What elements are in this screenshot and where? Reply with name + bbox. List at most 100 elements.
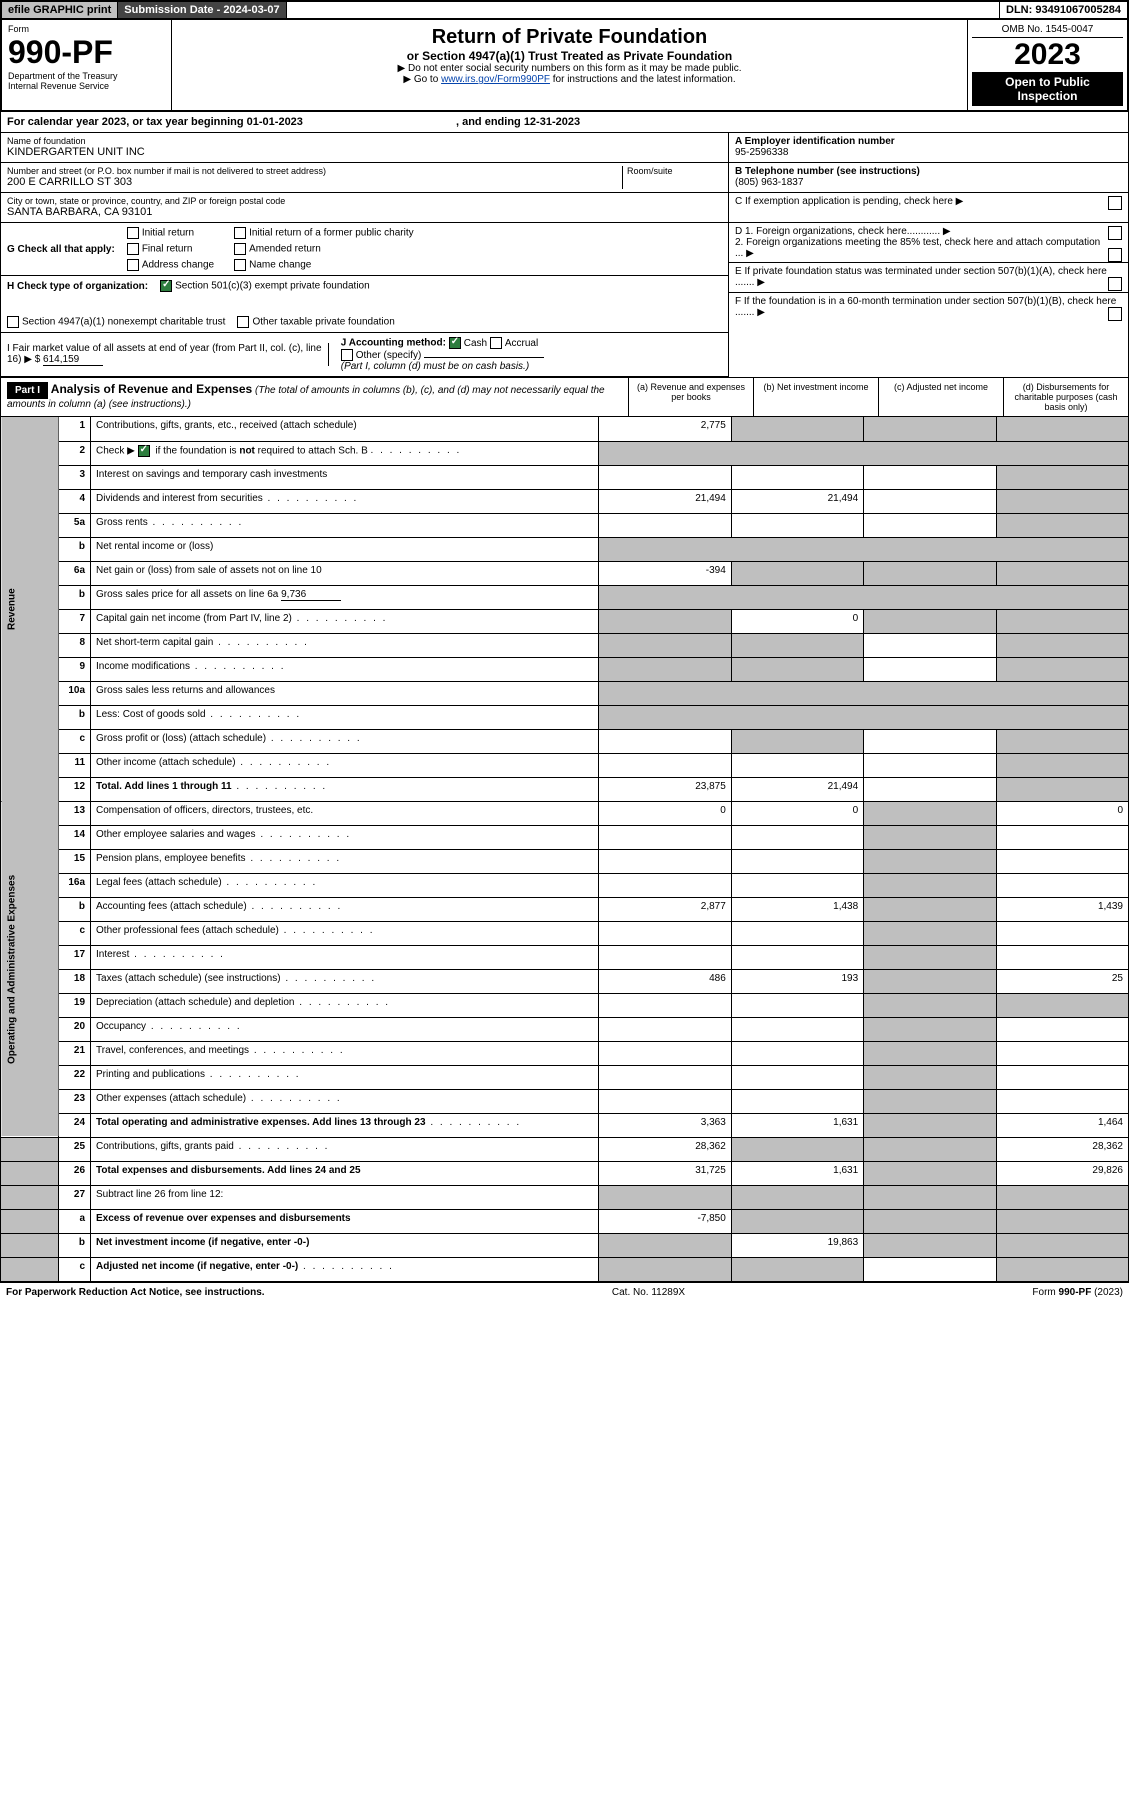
cat-no: Cat. No. 11289X — [612, 1287, 685, 1298]
row-2: 2Check ▶ if the foundation is not requir… — [1, 441, 1129, 465]
col-a-header: (a) Revenue and expenses per books — [628, 378, 753, 416]
phone-row: B Telephone number (see instructions) (8… — [729, 163, 1128, 193]
l4-a: 21,494 — [599, 489, 731, 513]
l26-d: 29,826 — [996, 1161, 1128, 1185]
efile-label[interactable]: efile GRAPHIC print — [2, 2, 118, 18]
entity-right: A Employer identification number 95-2596… — [728, 133, 1128, 377]
tax-year: 2023 — [972, 38, 1123, 72]
part1-header-row: Part I Analysis of Revenue and Expenses … — [0, 378, 1129, 417]
j-accrual[interactable]: Accrual — [490, 338, 538, 349]
l13-d: 0 — [996, 801, 1128, 825]
l27a-desc: Excess of revenue over expenses and disb… — [96, 1213, 351, 1224]
l18-a: 486 — [599, 969, 731, 993]
row-6a: 6aNet gain or (loss) from sale of assets… — [1, 561, 1129, 585]
d1-checkbox[interactable] — [1108, 226, 1122, 240]
part1-table: Revenue 1Contributions, gifts, grants, e… — [0, 417, 1129, 1282]
h-4947[interactable]: Section 4947(a)(1) nonexempt charitable … — [7, 316, 225, 328]
instr2-pre: ▶ Go to — [403, 74, 441, 85]
l20-desc: Occupancy — [91, 1017, 599, 1041]
row-10c: cGross profit or (loss) (attach schedule… — [1, 729, 1129, 753]
footer: For Paperwork Reduction Act Notice, see … — [0, 1282, 1129, 1302]
l1-desc: Contributions, gifts, grants, etc., rece… — [91, 417, 599, 441]
l4-desc: Dividends and interest from securities — [91, 489, 599, 513]
l3-desc: Interest on savings and temporary cash i… — [91, 465, 599, 489]
col-c-header: (c) Adjusted net income — [878, 378, 1003, 416]
row-16a: 16aLegal fees (attach schedule) — [1, 873, 1129, 897]
e-label: E If private foundation status was termi… — [735, 266, 1107, 288]
city-label: City or town, state or province, country… — [7, 196, 722, 206]
h-501c3[interactable]: Section 501(c)(3) exempt private foundat… — [160, 280, 370, 292]
row-18: 18Taxes (attach schedule) (see instructi… — [1, 969, 1129, 993]
l26-b: 1,631 — [731, 1161, 863, 1185]
g-address[interactable]: Address change — [127, 259, 214, 271]
e-row: E If private foundation status was termi… — [729, 263, 1128, 293]
dln: DLN: 93491067005284 — [999, 2, 1127, 18]
l27a-a: -7,850 — [599, 1209, 731, 1233]
c-checkbox[interactable] — [1108, 196, 1122, 210]
f-checkbox[interactable] — [1108, 307, 1122, 321]
dept: Department of the Treasury — [8, 71, 165, 81]
e-checkbox[interactable] — [1108, 277, 1122, 291]
header-left: Form 990-PF Department of the Treasury I… — [2, 20, 172, 110]
revenue-side-label: Revenue — [1, 417, 59, 801]
row-27: 27Subtract line 26 from line 12: — [1, 1185, 1129, 1209]
l16b-d: 1,439 — [996, 897, 1128, 921]
omb-number: OMB No. 1545-0047 — [972, 24, 1123, 38]
row-21: 21Travel, conferences, and meetings — [1, 1041, 1129, 1065]
form-word: Form — [8, 24, 165, 34]
row-3: 3Interest on savings and temporary cash … — [1, 465, 1129, 489]
l10c-desc: Gross profit or (loss) (attach schedule) — [91, 729, 599, 753]
c-label: C If exemption application is pending, c… — [735, 196, 953, 207]
pra-notice: For Paperwork Reduction Act Notice, see … — [6, 1287, 265, 1298]
row-16c: cOther professional fees (attach schedul… — [1, 921, 1129, 945]
l24-desc: Total operating and administrative expen… — [96, 1117, 426, 1128]
l17-desc: Interest — [91, 945, 599, 969]
l27-desc: Subtract line 26 from line 12: — [91, 1185, 599, 1209]
l6b-val: 9,736 — [281, 589, 341, 601]
addr-label: Number and street (or P.O. box number if… — [7, 166, 622, 176]
j-cash[interactable]: Cash — [449, 338, 487, 349]
l16b-b: 1,438 — [731, 897, 863, 921]
l26-a: 31,725 — [599, 1161, 731, 1185]
l14-desc: Other employee salaries and wages — [91, 825, 599, 849]
l2-desc: Check ▶ if the foundation is not require… — [91, 441, 599, 465]
h-other-taxable[interactable]: Other taxable private foundation — [237, 316, 394, 328]
row-15: 15Pension plans, employee benefits — [1, 849, 1129, 873]
form-link[interactable]: www.irs.gov/Form990PF — [441, 74, 550, 85]
d1-label: D 1. Foreign organizations, check here..… — [735, 226, 940, 237]
cal-begin: For calendar year 2023, or tax year begi… — [7, 116, 303, 128]
l9-desc: Income modifications — [91, 657, 599, 681]
row-4: 4Dividends and interest from securities2… — [1, 489, 1129, 513]
j-other[interactable]: Other (specify) — [341, 350, 422, 361]
l21-desc: Travel, conferences, and meetings — [91, 1041, 599, 1065]
l7-b: 0 — [731, 609, 863, 633]
irs: Internal Revenue Service — [8, 81, 165, 91]
l8-desc: Net short-term capital gain — [91, 633, 599, 657]
header-right: OMB No. 1545-0047 2023 Open to Public In… — [967, 20, 1127, 110]
row-22: 22Printing and publications — [1, 1065, 1129, 1089]
ein-row: A Employer identification number 95-2596… — [729, 133, 1128, 163]
l27c-desc: Adjusted net income (if negative, enter … — [96, 1261, 298, 1272]
g-amended[interactable]: Amended return — [234, 243, 414, 255]
g-initial[interactable]: Initial return — [127, 227, 214, 239]
d2-checkbox[interactable] — [1108, 248, 1122, 262]
calendar-year-row: For calendar year 2023, or tax year begi… — [0, 112, 1129, 133]
l6b-desc: Gross sales price for all assets on line… — [91, 585, 599, 609]
l16b-desc: Accounting fees (attach schedule) — [91, 897, 599, 921]
schb-checkbox[interactable] — [138, 445, 150, 457]
g-initial-former[interactable]: Initial return of a former public charit… — [234, 227, 414, 239]
row-10a: 10aGross sales less returns and allowanc… — [1, 681, 1129, 705]
form-title: Return of Private Foundation — [178, 26, 961, 49]
l24-d: 1,464 — [996, 1113, 1128, 1137]
g-name[interactable]: Name change — [234, 259, 414, 271]
l5b-desc: Net rental income or (loss) — [91, 537, 599, 561]
l7-desc: Capital gain net income (from Part IV, l… — [91, 609, 599, 633]
foundation-name-row: Name of foundation KINDERGARTEN UNIT INC — [1, 133, 728, 163]
l13-a: 0 — [599, 801, 731, 825]
l27b-desc: Net investment income (if negative, ente… — [96, 1237, 309, 1248]
footer-form: Form 990-PF (2023) — [1032, 1287, 1123, 1298]
part1-title-cell: Part I Analysis of Revenue and Expenses … — [1, 378, 628, 416]
l12-b: 21,494 — [731, 777, 863, 801]
l4-b: 21,494 — [731, 489, 863, 513]
g-final[interactable]: Final return — [127, 243, 214, 255]
